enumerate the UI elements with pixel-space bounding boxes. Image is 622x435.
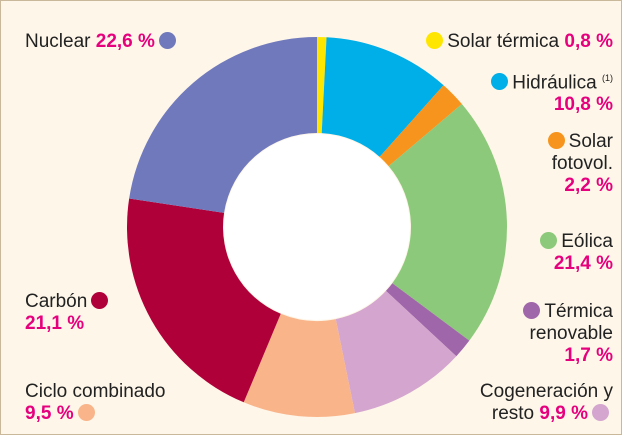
legend-swatch bbox=[158, 32, 176, 49]
slice bbox=[317, 37, 327, 134]
legend-label: Nuclear 22,6 % bbox=[25, 31, 245, 53]
slice bbox=[385, 283, 470, 357]
legend-name: Cogeneración y resto bbox=[479, 381, 613, 424]
legend-name: Nuclear bbox=[25, 31, 91, 52]
value-label: 21,4 % bbox=[553, 253, 613, 274]
value-label: 10,8 % bbox=[553, 94, 613, 116]
value-label: 1,7 % bbox=[564, 345, 613, 366]
legend-label: Carbón 21,1 % bbox=[25, 291, 135, 335]
legend-name: Solar térmica bbox=[447, 31, 560, 52]
legend-name: Hidráulica bbox=[512, 72, 597, 94]
value-label: 9,9 % bbox=[539, 403, 588, 424]
legend-label: Solar térmica 0,8 % bbox=[373, 31, 613, 53]
legend-name: Solar fotovol. bbox=[551, 131, 613, 174]
legend-swatch bbox=[540, 232, 558, 249]
legend-name: Térmica renovable bbox=[529, 301, 613, 344]
slice bbox=[243, 313, 355, 417]
legend-swatch bbox=[77, 404, 95, 421]
legend-name: Ciclo combinado bbox=[25, 381, 166, 402]
legend-label: Térmica renovable 1,7 % bbox=[503, 301, 613, 367]
donut-hole bbox=[224, 134, 410, 320]
slice bbox=[321, 37, 444, 157]
legend-label: Solar fotovol. 2,2 % bbox=[523, 131, 613, 197]
legend-swatch bbox=[547, 132, 565, 149]
legend-name: Eólica bbox=[561, 231, 613, 252]
value-label: 2,2 % bbox=[564, 175, 613, 196]
value-label: 9,5 % bbox=[25, 403, 74, 424]
legend-label: Ciclo combinado 9,5 % bbox=[25, 381, 185, 425]
legend-label: Hidráulica (1) 10,8 % bbox=[453, 67, 613, 116]
slice bbox=[335, 290, 457, 414]
legend-swatch bbox=[523, 302, 541, 319]
slice bbox=[388, 104, 508, 341]
legend-swatch bbox=[426, 32, 444, 49]
annotation: (1) bbox=[602, 73, 613, 83]
legend-swatch bbox=[491, 73, 509, 91]
legend-name: Carbón bbox=[25, 291, 88, 312]
slice bbox=[129, 37, 317, 213]
slice bbox=[379, 85, 462, 167]
value-label: 0,8 % bbox=[564, 31, 613, 52]
legend-label: Eólica 21,4 % bbox=[513, 231, 613, 275]
value-label: 22,6 % bbox=[95, 31, 155, 52]
legend-swatch bbox=[91, 292, 109, 309]
value-label: 21,1 % bbox=[25, 313, 85, 334]
legend-label: Cogeneración y resto 9,9 % bbox=[473, 381, 613, 425]
legend-swatch bbox=[592, 404, 609, 421]
slice bbox=[126, 198, 281, 403]
